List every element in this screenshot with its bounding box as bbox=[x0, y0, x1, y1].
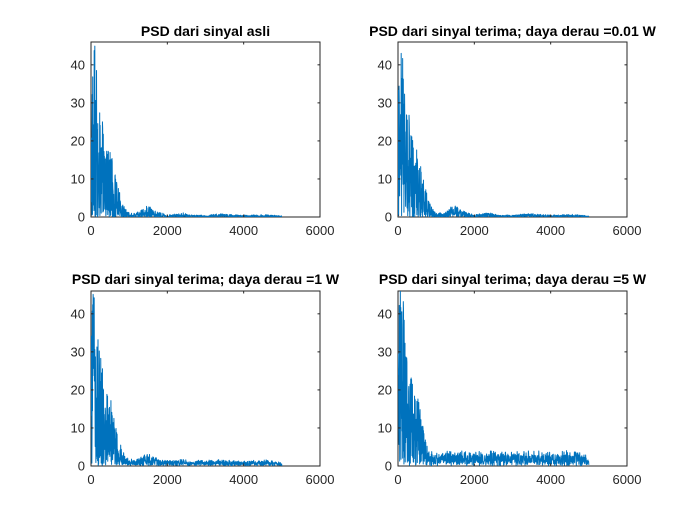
subplot-4-x-tick-label: 4000 bbox=[536, 472, 565, 487]
subplot-3-x-tick-label: 2000 bbox=[153, 472, 182, 487]
subplot-4-y-tick-label: 20 bbox=[378, 382, 392, 397]
subplot-2-y-tick-label: 20 bbox=[378, 133, 392, 148]
subplot-1-psd-series bbox=[91, 45, 283, 217]
subplot-2-y-tick-label: 0 bbox=[385, 210, 392, 225]
subplot-2-y-tick-label: 10 bbox=[378, 171, 392, 186]
subplot-3-x-tick-label: 0 bbox=[87, 472, 94, 487]
subplot-3: 0 2000 4000 6000 0 10 20 30 40 PSD dari sinyal te… bbox=[71, 271, 340, 487]
subplot-1-x-tick-label: 6000 bbox=[306, 223, 335, 238]
subplot-4-axes-box bbox=[397, 290, 628, 467]
subplot-4: 0 2000 4000 6000 0 10 20 30 40 PSD dari sinyal te… bbox=[378, 271, 647, 487]
subplot-1: 0 2000 4000 6000 0 10 20 30 40 PSD dari sinyal as… bbox=[71, 23, 335, 238]
subplot-2: 0 2000 4000 6000 0 10 20 30 40 PSD dari sinyal te… bbox=[369, 23, 657, 238]
subplot-1-y-tick-label: 10 bbox=[71, 171, 85, 186]
subplot-3-y-tick-label: 10 bbox=[71, 420, 85, 435]
subplot-4-x-tick-label: 6000 bbox=[613, 472, 642, 487]
subplot-3-x-tick-label: 4000 bbox=[229, 472, 258, 487]
subplot-1-y-tick-label: 30 bbox=[71, 95, 85, 110]
subplot-1-x-tick-label: 4000 bbox=[229, 223, 258, 238]
subplot-4-title: PSD dari sinyal terima; daya derau =5 W bbox=[379, 271, 647, 287]
subplot-2-x-tick-label: 2000 bbox=[460, 223, 489, 238]
subplot-4-psd-series bbox=[398, 291, 590, 466]
subplot-3-y-tick-label: 40 bbox=[71, 306, 85, 321]
subplot-2-axes-box bbox=[397, 41, 628, 218]
subplot-4-y-tick-label: 30 bbox=[378, 344, 392, 359]
subplot-1-y-tick-label: 40 bbox=[71, 57, 85, 72]
subplot-3-x-tick-label: 6000 bbox=[306, 472, 335, 487]
subplot-3-psd-series bbox=[91, 293, 283, 466]
subplot-3-title: PSD dari sinyal terima; daya derau =1 W bbox=[72, 271, 340, 287]
subplot-2-psd-series bbox=[398, 52, 590, 217]
subplot-4-y-tick-label: 0 bbox=[385, 459, 392, 474]
subplot-2-x-tick-label: 0 bbox=[394, 223, 401, 238]
subplot-4-y-tick-label: 40 bbox=[378, 306, 392, 321]
subplot-3-y-tick-label: 30 bbox=[71, 344, 85, 359]
subplot-4-x-tick-label: 2000 bbox=[460, 472, 489, 487]
subplot-1-x-tick-label: 2000 bbox=[153, 223, 182, 238]
subplot-2-y-tick-label: 40 bbox=[378, 57, 392, 72]
subplot-1-y-tick-label: 0 bbox=[78, 210, 85, 225]
subplot-3-y-tick-label: 20 bbox=[71, 382, 85, 397]
subplot-1-axes-box bbox=[90, 41, 321, 218]
subplot-4-y-tick-label: 10 bbox=[378, 420, 392, 435]
subplot-1-y-tick-label: 20 bbox=[71, 133, 85, 148]
subplot-2-x-tick-label: 4000 bbox=[536, 223, 565, 238]
subplot-3-y-tick-label: 0 bbox=[78, 459, 85, 474]
subplot-4-x-tick-label: 0 bbox=[394, 472, 401, 487]
subplot-1-x-tick-label: 0 bbox=[87, 223, 94, 238]
subplot-3-axes-box bbox=[90, 290, 321, 467]
subplot-2-x-tick-label: 6000 bbox=[613, 223, 642, 238]
subplot-2-y-tick-label: 30 bbox=[378, 95, 392, 110]
subplot-2-title: PSD dari sinyal terima; daya derau =0.01… bbox=[369, 23, 657, 39]
subplot-1-title: PSD dari sinyal asli bbox=[141, 23, 270, 39]
